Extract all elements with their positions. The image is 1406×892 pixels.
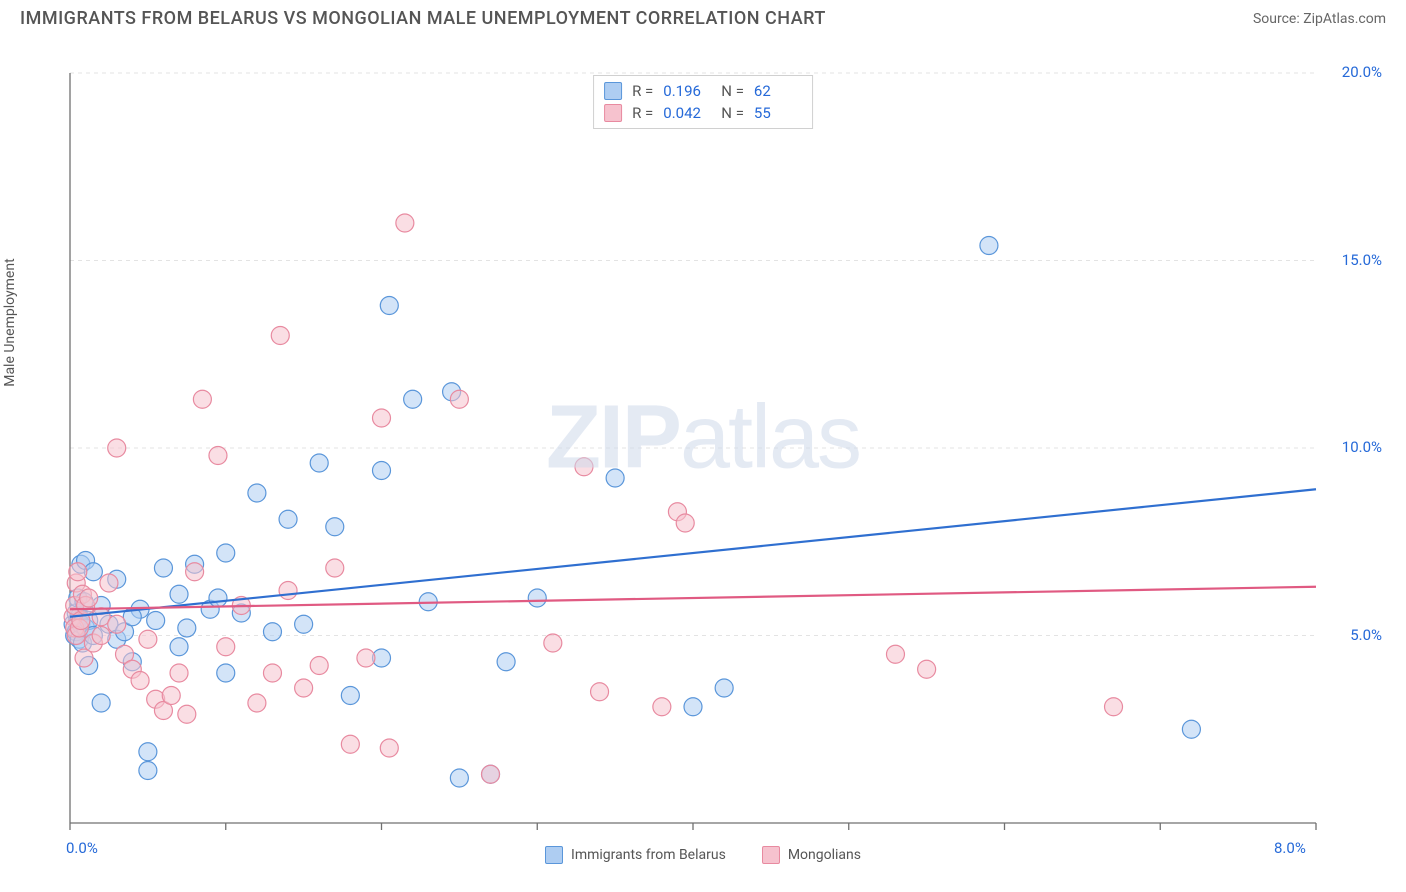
y-tick-label: 10.0% (1342, 438, 1382, 456)
chart-title: IMMIGRANTS FROM BELARUS VS MONGOLIAN MAL… (20, 8, 826, 29)
series-legend: Immigrants from Belarus Mongolians (0, 846, 1406, 864)
legend-label: Mongolians (788, 847, 861, 863)
source-label: Source: ZipAtlas.com (1253, 11, 1386, 27)
series-swatch (762, 846, 780, 864)
y-axis-label: Male Unemployment (2, 258, 18, 386)
legend-item: Mongolians (762, 846, 861, 864)
y-axis-labels: 5.0% 10.0% 15.0% 20.0% (1322, 33, 1382, 853)
legend-label: Immigrants from Belarus (571, 847, 726, 863)
x-axis-labels: 0.0%8.0% (20, 33, 1386, 853)
series-swatch (545, 846, 563, 864)
y-tick-label: 20.0% (1342, 63, 1382, 81)
y-tick-label: 15.0% (1342, 251, 1382, 269)
y-tick-label: 5.0% (1350, 626, 1382, 644)
chart-area: Male Unemployment ZIPatlas R =0.196N =62… (20, 33, 1386, 853)
legend-item: Immigrants from Belarus (545, 846, 726, 864)
